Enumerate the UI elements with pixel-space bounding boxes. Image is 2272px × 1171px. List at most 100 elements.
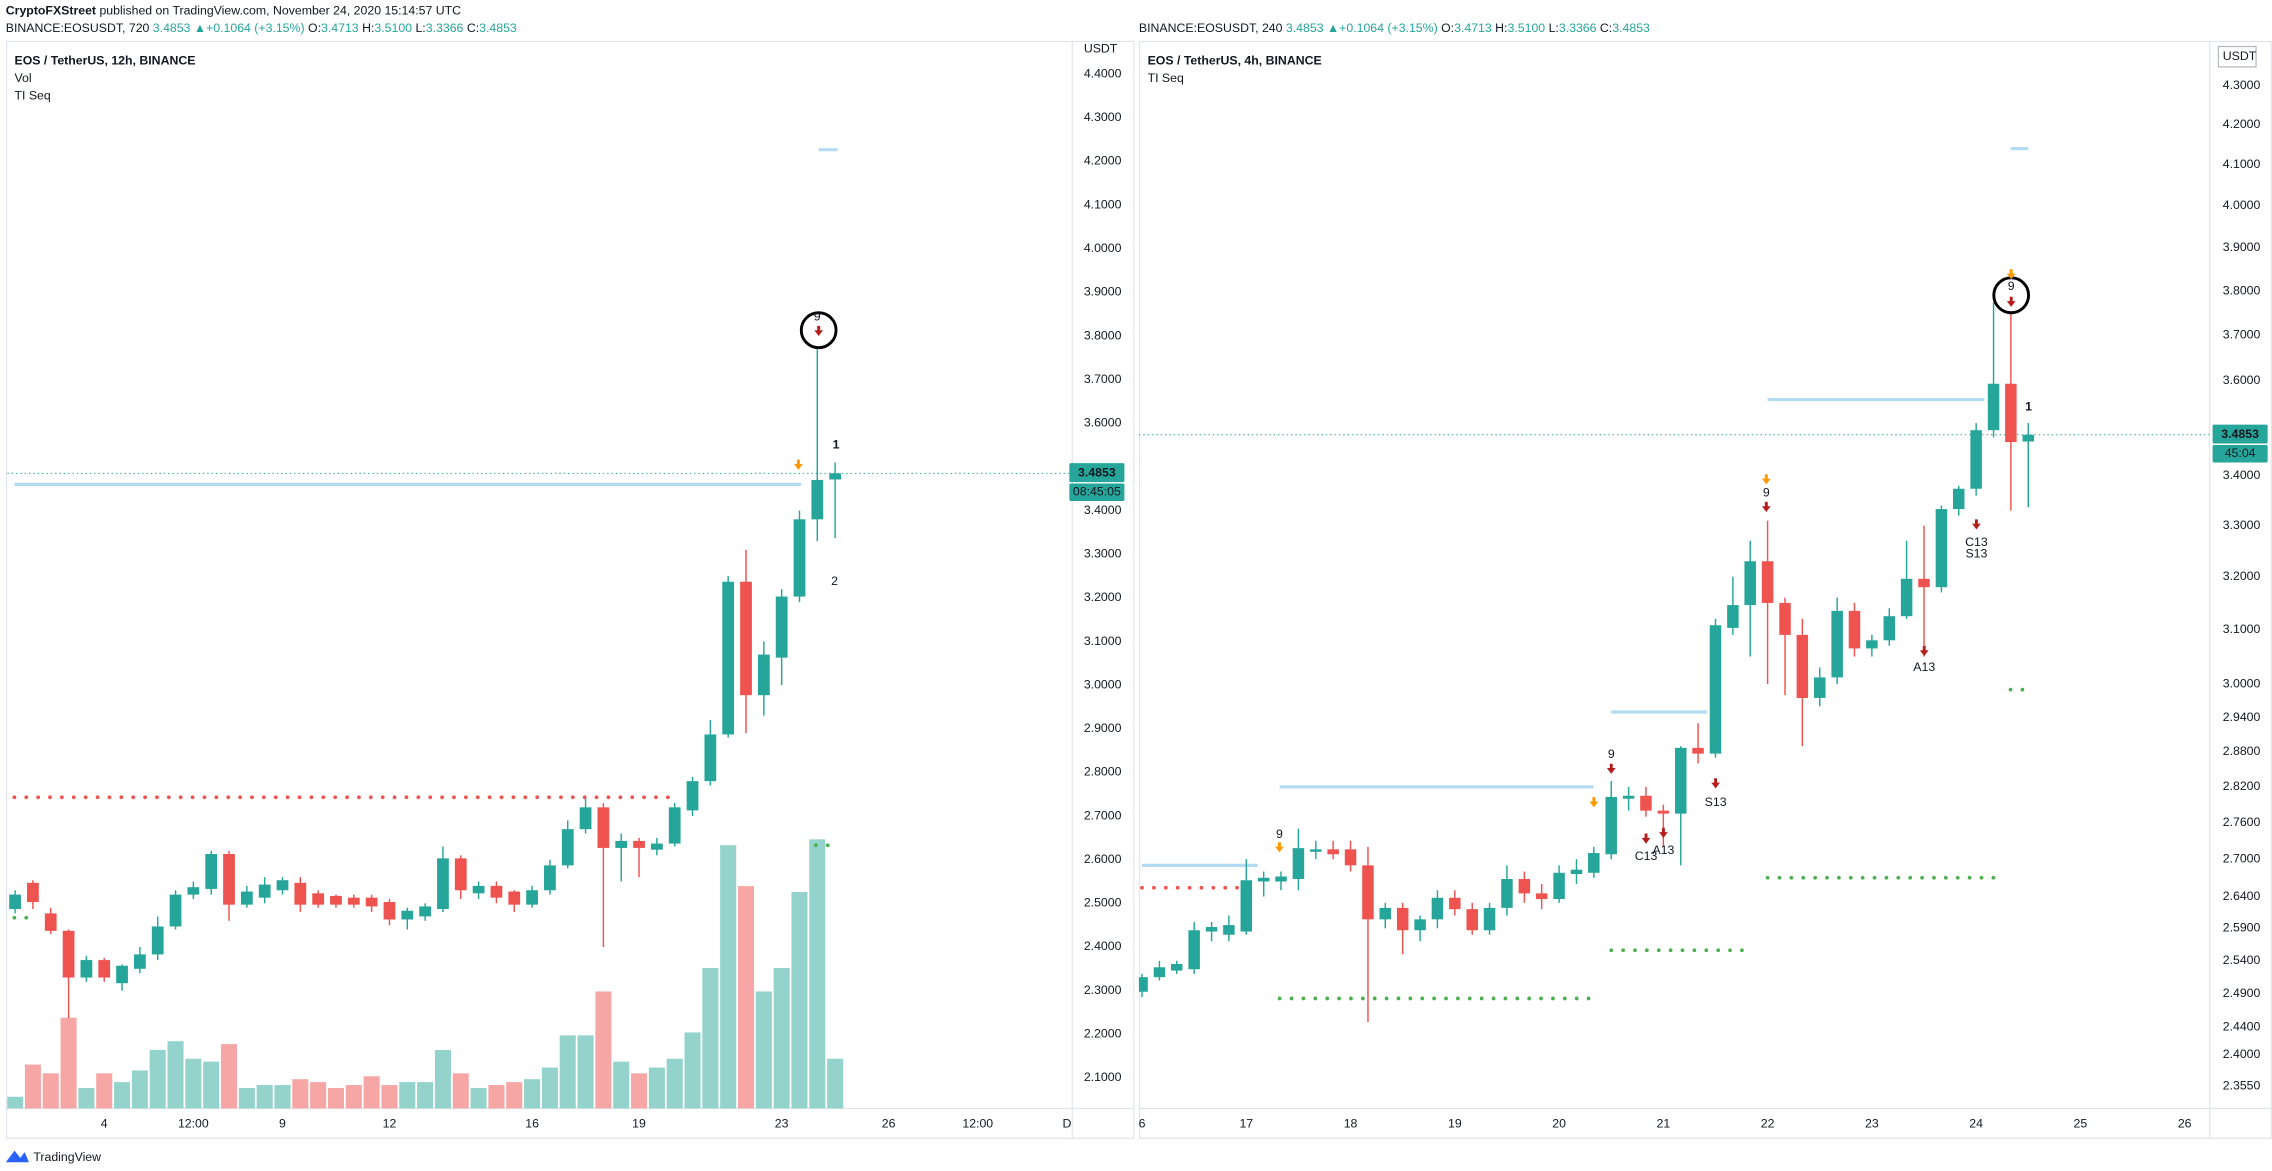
x-tick-label: 20 [1552, 1117, 1566, 1131]
currency: USDT [2223, 49, 2257, 63]
candle-body [579, 807, 592, 830]
volume-bar [631, 1073, 648, 1109]
volume-bar [434, 1049, 451, 1109]
arrow-icon [1275, 842, 1284, 853]
candle-body [1744, 561, 1756, 606]
x-tick-label: 24 [1969, 1117, 1983, 1131]
td-label: A13 [1913, 660, 1935, 674]
ohlc-value: 3.4853 [479, 21, 517, 35]
candle-body [1466, 909, 1478, 931]
candle-body [437, 858, 449, 910]
y-tick-label: 4.3000 [1084, 110, 1122, 124]
volume-bar [541, 1067, 558, 1109]
volume-bar [167, 1041, 184, 1109]
y-tick-label: 3.3000 [2223, 518, 2261, 532]
countdown-label: 45:04 [2225, 446, 2256, 460]
candle-body [829, 473, 842, 480]
x-tick-label: 19 [632, 1117, 646, 1131]
volume-bar [131, 1070, 148, 1109]
candle-body [151, 926, 164, 955]
arrow-icon [2006, 296, 2016, 307]
td-label: 9 [1608, 747, 1615, 761]
y-tick-label: 3.6000 [2223, 373, 2261, 387]
price-badge [1069, 463, 1125, 483]
y-tick-label: 3.0000 [1084, 677, 1122, 691]
ohlc-value: 3.3366 [426, 21, 464, 35]
volume-bar [720, 845, 737, 1109]
y-tick-label: 3.1000 [2223, 622, 2261, 636]
x-tick-label: 26 [882, 1117, 896, 1131]
countdown-badge [1069, 483, 1125, 501]
candle-body [454, 858, 467, 891]
volume-bar [666, 1058, 683, 1109]
volume-bar [203, 1061, 220, 1109]
candle-body [668, 807, 681, 844]
y-tick-label: 2.4900 [2223, 986, 2261, 1000]
x-tick-label: 26 [2178, 1117, 2192, 1131]
y-tick-label: 2.8200 [2223, 779, 2261, 793]
td-label: C13 [1965, 535, 1988, 549]
td-label: 1 [2025, 400, 2032, 414]
candle-body [793, 519, 806, 597]
volume-bar [238, 1087, 255, 1109]
legend-entry: EOS / TetherUS, 4h, BINANCE [1148, 53, 1322, 67]
candle-body [740, 581, 752, 696]
candle-body [1900, 578, 1913, 617]
last-price: 3.4853 [153, 21, 191, 35]
y-tick-label: 4.3000 [2223, 78, 2261, 92]
td-label: 9 [2008, 279, 2015, 293]
logo-icon [5, 1150, 29, 1163]
candle-body [44, 913, 57, 931]
arrow-icon [1659, 827, 1668, 838]
y-tick-label: 3.1000 [1084, 634, 1122, 648]
arrow-icon [794, 459, 803, 470]
candle-body [1813, 677, 1826, 698]
volume-bar [577, 1035, 594, 1109]
y-tick-label: 4.2000 [2223, 117, 2261, 131]
candle-body [116, 965, 128, 984]
y-tick-label: 2.2000 [1084, 1027, 1122, 1041]
publish-line: CryptoFXStreet published on TradingView.… [6, 4, 461, 18]
brand: TradingView [33, 1150, 101, 1164]
td-label: S13 [1705, 795, 1727, 809]
candle-body [1240, 880, 1253, 932]
x-tick-label: 23 [775, 1117, 789, 1131]
volume-bar [809, 839, 826, 1109]
y-tick-label: 2.6400 [2223, 889, 2261, 903]
volume-bar [827, 1058, 844, 1109]
price-badge [2212, 424, 2268, 444]
x-tick-label: 4 [101, 1117, 108, 1131]
volume-bar [149, 1049, 166, 1109]
y-tick-label: 4.0000 [1084, 241, 1122, 255]
candle-body [1553, 872, 1565, 900]
volume-bar [78, 1087, 95, 1109]
volume-bar [648, 1067, 665, 1109]
volume-bar [399, 1082, 416, 1109]
candle-body [2022, 434, 2035, 442]
y-tick-label: 3.2000 [1084, 590, 1122, 604]
candle-body [383, 902, 396, 920]
y-tick-label: 2.7000 [2223, 851, 2261, 865]
candle-body [80, 960, 93, 978]
candle-body [597, 807, 610, 848]
x-tick-label: 23 [1865, 1117, 1879, 1131]
candle-body [401, 910, 414, 920]
candle-body [1831, 610, 1843, 678]
td-label: 9 [1276, 827, 1283, 841]
candle-body [312, 893, 325, 905]
x-tick-label: 22 [1761, 1117, 1775, 1131]
x-tick-label: 12 [383, 1117, 397, 1131]
volume-bar [613, 1061, 630, 1109]
candle-body [1987, 383, 2000, 431]
arrow-icon [1919, 645, 1929, 657]
candle-body [1138, 977, 1148, 992]
y-tick-label: 4.0000 [2223, 198, 2261, 212]
chart-pane: BINANCE:EOSUSDT, 240 3.4853 ▲+0.1064 (+3… [1138, 21, 2268, 1131]
candle-body [1605, 796, 1617, 855]
volume-bar [24, 1064, 41, 1109]
candle-body [1205, 927, 1218, 932]
y-tick-label: 2.3550 [2223, 1079, 2261, 1093]
ohlc-label: L: [415, 21, 425, 35]
x-tick-label: 21 [1657, 1117, 1671, 1131]
